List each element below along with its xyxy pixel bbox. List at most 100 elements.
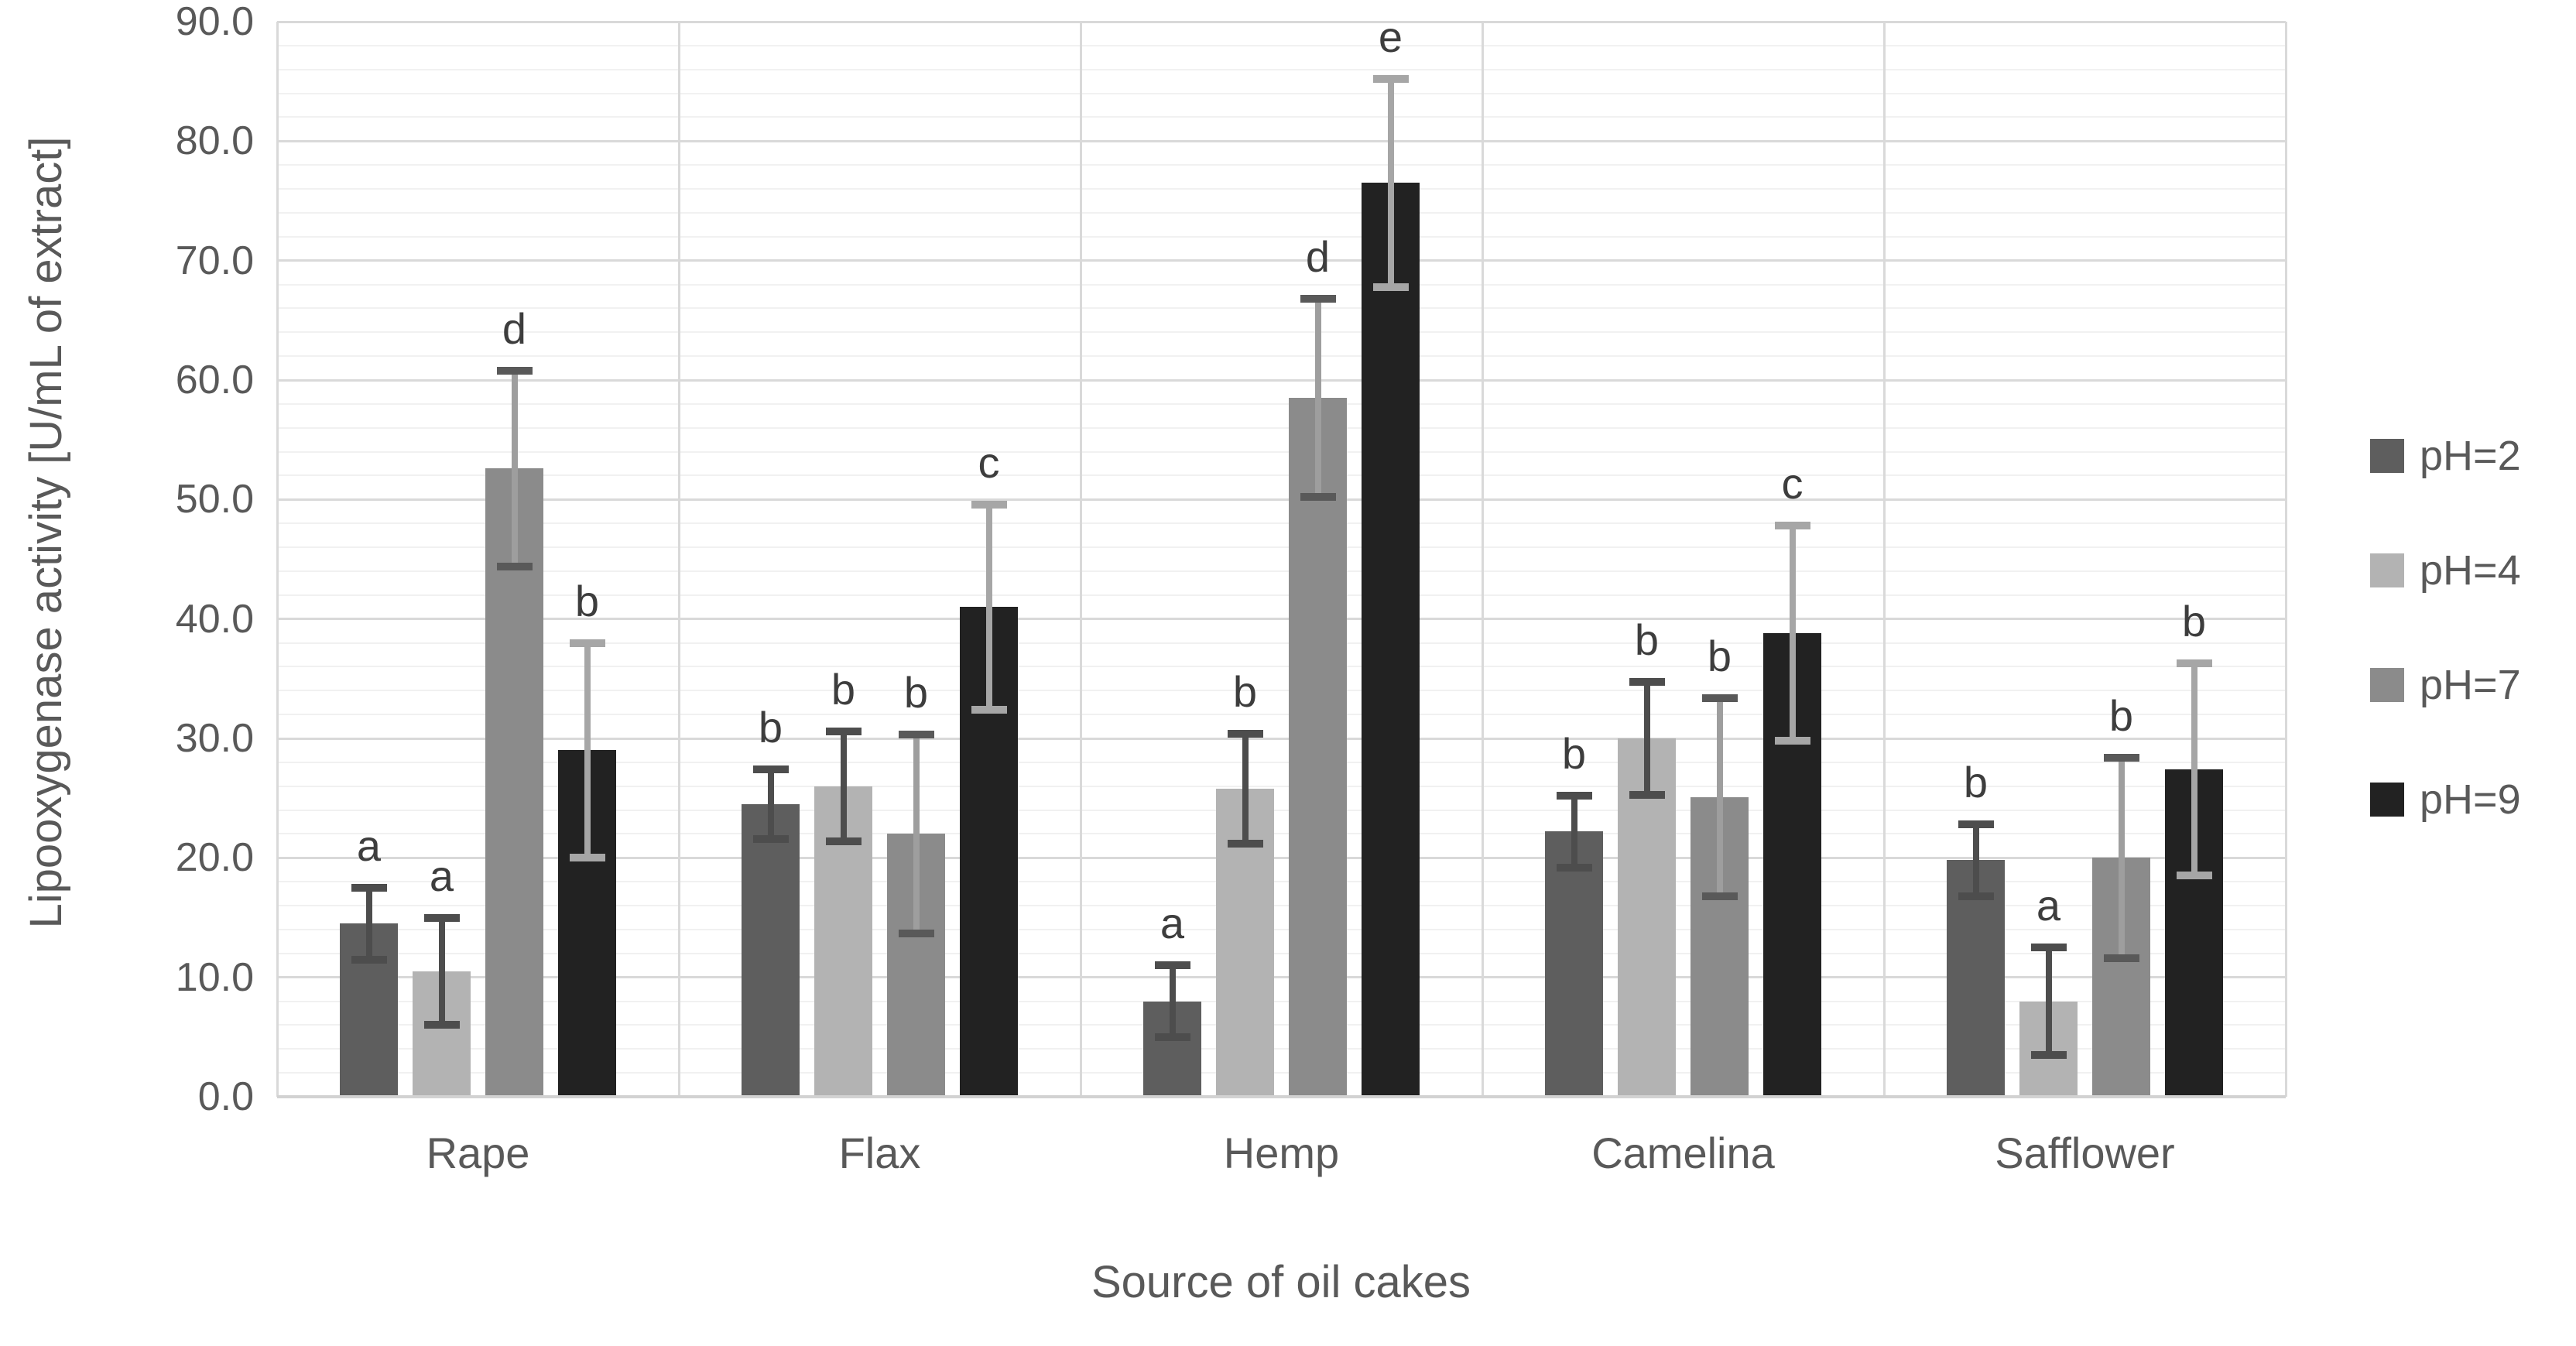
significance-letter: b (574, 576, 600, 625)
error-bar-line (1387, 79, 1394, 287)
y-axis-tick-label: 90.0 (175, 0, 254, 44)
major-gridline (277, 618, 2286, 621)
minor-gridline (277, 570, 2286, 572)
bar-flax-pH2 (742, 803, 800, 1097)
error-bar-cap (1958, 820, 1994, 829)
minor-gridline (277, 1072, 2286, 1074)
minor-gridline (277, 594, 2286, 596)
significance-letter: b (758, 703, 783, 752)
error-bar-cap (2030, 944, 2067, 952)
error-bar-line (2045, 947, 2052, 1055)
minor-gridline (277, 928, 2286, 930)
minor-gridline (277, 426, 2286, 429)
vertical-gridline (677, 22, 680, 1097)
error-bar-cap (2103, 954, 2139, 962)
minor-gridline (277, 355, 2286, 358)
significance-letter: a (1160, 899, 1185, 948)
y-axis-tick-label: 30.0 (175, 716, 254, 761)
legend-item: pH=9 (2370, 776, 2521, 823)
legend: pH=2 pH=4 pH=7 pH=9 (2370, 433, 2521, 823)
minor-gridline (277, 450, 2286, 453)
legend-swatch (2370, 439, 2404, 473)
legend-swatch (2370, 783, 2404, 817)
major-gridline (277, 856, 2286, 859)
minor-gridline (277, 474, 2286, 477)
vertical-gridline (276, 22, 279, 1097)
error-bar-line (511, 370, 518, 567)
error-bar-line (1789, 526, 1796, 741)
error-bar-cap (898, 929, 934, 937)
error-bar-cap (1154, 1033, 1190, 1041)
y-axis-tick-label: 10.0 (175, 954, 254, 1000)
error-bar-cap (971, 500, 1007, 509)
bar-hemp-pH9 (1362, 183, 1420, 1097)
x-axis-line (277, 1095, 2286, 1098)
significance-letter: c (1781, 459, 1804, 509)
legend-label: pH=9 (2420, 776, 2521, 823)
error-bar-line (840, 731, 847, 841)
legend-label: pH=4 (2420, 547, 2521, 594)
legend-label: pH=2 (2420, 433, 2521, 479)
minor-gridline (277, 283, 2286, 286)
significance-letter: d (1305, 232, 1331, 282)
y-axis-tick-label: 40.0 (175, 596, 254, 642)
vertical-gridline (2284, 22, 2287, 1097)
error-bar-cap (1372, 283, 1409, 291)
error-bar-cap (2176, 659, 2212, 667)
error-bar-cap (1701, 892, 1738, 900)
legend-item: pH=2 (2370, 433, 2521, 479)
y-axis-tick-label: 20.0 (175, 835, 254, 881)
minor-gridline (277, 92, 2286, 94)
error-bar-cap (898, 731, 934, 739)
error-bar-cap (1629, 790, 1665, 799)
minor-gridline (277, 690, 2286, 692)
legend-swatch (2370, 553, 2404, 587)
error-bar-cap (351, 883, 387, 892)
error-bar-cap (1372, 75, 1409, 84)
category-label: Hemp (1223, 1129, 1340, 1177)
minor-gridline (277, 666, 2286, 668)
error-bar-cap (569, 639, 605, 647)
error-bar-line (913, 735, 920, 933)
significance-letter: b (2108, 690, 2134, 740)
error-bar-line (365, 887, 372, 960)
minor-gridline (277, 546, 2286, 549)
significance-letter: d (502, 303, 527, 353)
minor-gridline (277, 714, 2286, 716)
major-gridline (277, 139, 2286, 142)
error-bar-line (2191, 663, 2197, 876)
significance-letter: a (429, 851, 454, 900)
vertical-gridline (1079, 22, 1082, 1097)
error-bar-cap (423, 1021, 460, 1029)
y-axis-tick-label: 0.0 (197, 1074, 254, 1119)
error-bar-cap (1701, 694, 1738, 702)
y-axis-tick-label: 80.0 (175, 118, 254, 164)
minor-gridline (277, 188, 2286, 190)
error-bar-cap (1774, 737, 1810, 745)
category-label: Rape (426, 1129, 530, 1177)
major-gridline (277, 20, 2286, 23)
error-bar-cap (825, 727, 862, 735)
significance-letter: e (1378, 12, 1403, 62)
error-bar-cap (423, 913, 460, 922)
significance-letter: a (356, 820, 382, 870)
minor-gridline (277, 881, 2286, 883)
x-axis-title: Source of oil cakes (1091, 1257, 1471, 1307)
error-bar-line (1242, 733, 1249, 844)
minor-gridline (277, 522, 2286, 525)
error-bar-cap (1774, 522, 1810, 530)
minor-gridline (277, 905, 2286, 907)
minor-gridline (277, 235, 2286, 238)
error-bar-cap (1227, 729, 1263, 738)
error-bar-line (1314, 299, 1321, 498)
significance-letter: c (978, 437, 1000, 487)
error-bar-cap (752, 765, 789, 774)
major-gridline (277, 976, 2286, 979)
error-bar-line (1716, 697, 1723, 896)
error-bar-cap (496, 366, 533, 375)
minor-gridline (277, 68, 2286, 70)
minor-gridline (277, 307, 2286, 310)
significance-letter: b (831, 664, 856, 714)
minor-gridline (277, 211, 2286, 214)
